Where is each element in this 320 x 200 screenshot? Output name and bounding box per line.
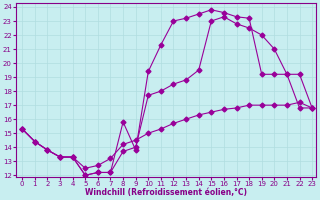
- X-axis label: Windchill (Refroidissement éolien,°C): Windchill (Refroidissement éolien,°C): [85, 188, 247, 197]
